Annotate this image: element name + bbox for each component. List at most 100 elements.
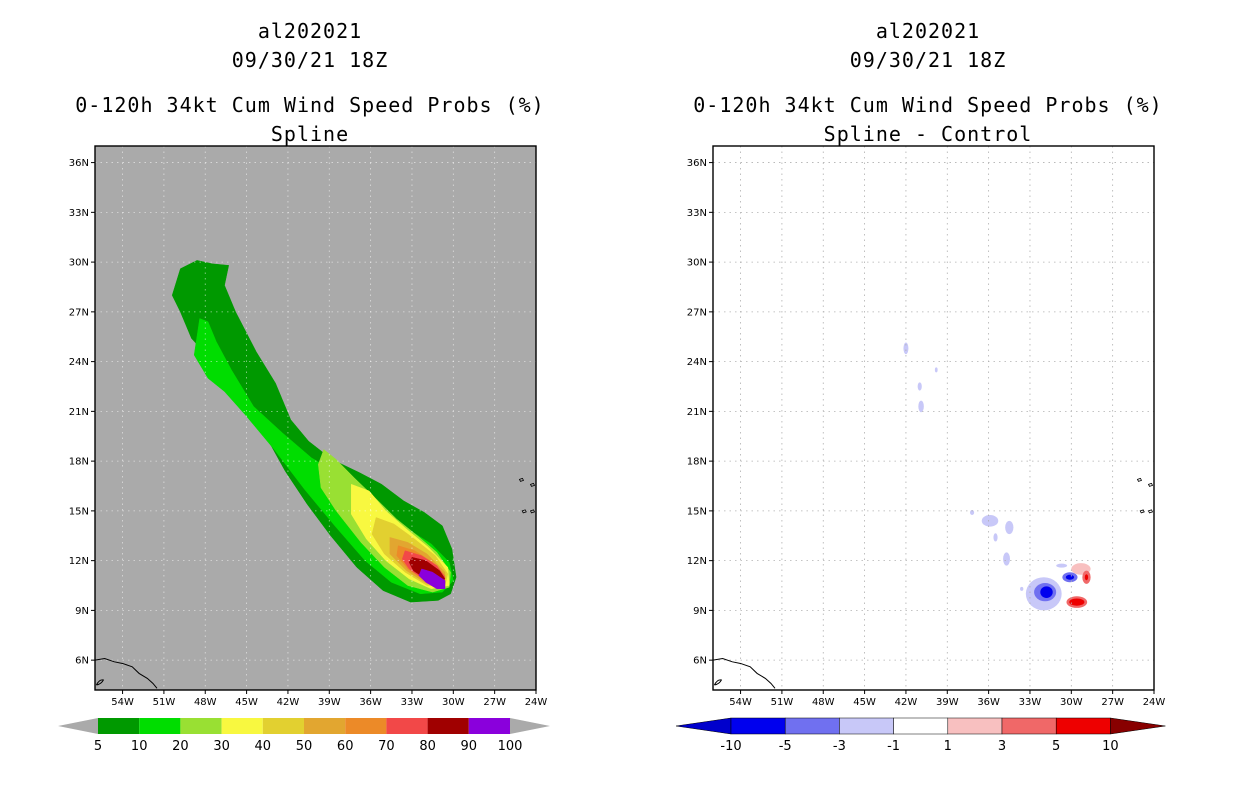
colorbar-label: 10 bbox=[131, 739, 148, 754]
difference-blob bbox=[1005, 520, 1014, 535]
colorbar-label: 1 bbox=[944, 739, 952, 754]
island-outline bbox=[529, 482, 536, 487]
colorbar-label: -3 bbox=[833, 739, 846, 754]
lon-tick-label: 51W bbox=[771, 697, 794, 708]
lat-tick-label: 33N bbox=[687, 208, 707, 219]
lon-tick-label: 30W bbox=[1060, 697, 1083, 708]
lon-tick-label: 45W bbox=[235, 697, 258, 708]
lon-tick-label: 39W bbox=[936, 697, 959, 708]
map-background bbox=[95, 146, 536, 690]
lon-tick-label: 51W bbox=[153, 697, 176, 708]
lat-tick-label: 12N bbox=[69, 556, 89, 567]
colorbar-swatch bbox=[784, 717, 840, 735]
lat-tick-label: 30N bbox=[69, 258, 89, 269]
colorbar-swatch bbox=[304, 718, 346, 734]
lon-tick-label: 33W bbox=[401, 697, 424, 708]
right-panel-title: al202021 09/30/21 18Z 0-120h 34kt Cum Wi… bbox=[678, 17, 1178, 149]
colorbar-swatch bbox=[427, 718, 469, 734]
difference-blob bbox=[970, 510, 975, 516]
lat-tick-label: 36N bbox=[687, 158, 707, 169]
colorbar-label: 20 bbox=[172, 739, 189, 754]
island-outline bbox=[1136, 477, 1143, 482]
lon-tick-label: 30W bbox=[442, 697, 465, 708]
lat-tick-label: 18N bbox=[69, 457, 89, 468]
lat-tick-label: 24N bbox=[687, 357, 707, 368]
difference-blob bbox=[1065, 574, 1075, 580]
difference-blob bbox=[981, 515, 999, 527]
lat-tick-label: 27N bbox=[69, 307, 89, 318]
island-outline bbox=[521, 509, 527, 514]
colorbar-label: 80 bbox=[419, 739, 436, 754]
difference-blob bbox=[1020, 586, 1024, 591]
left-date: 09/30/21 18Z bbox=[231, 48, 389, 72]
lat-tick-label: 9N bbox=[693, 606, 707, 617]
colorbar-label: 70 bbox=[378, 739, 395, 754]
colorbar-swatch bbox=[947, 717, 1003, 735]
island-outline bbox=[529, 509, 536, 514]
colorbar: 5 10 20 30 40 50 60 70 80 90 100 bbox=[58, 718, 550, 754]
right-field-title: 0-120h 34kt Cum Wind Speed Probs (%) bbox=[693, 93, 1163, 117]
difference-blob bbox=[903, 342, 909, 355]
map-panel-left: 54W 51W 48W 45W 42W 39W 36W 33W 30W 27W 24W 36N 33N 3… bbox=[58, 145, 550, 754]
lon-tick-label: 45W bbox=[853, 697, 876, 708]
colorbar-low-arrow bbox=[675, 717, 732, 735]
lon-tick-label: 36W bbox=[977, 697, 1000, 708]
lon-tick-label: 54W bbox=[729, 697, 752, 708]
colorbar-swatch bbox=[730, 717, 786, 735]
colorbar-label: -5 bbox=[779, 739, 792, 754]
colorbar-label: 60 bbox=[337, 739, 354, 754]
difference-blob bbox=[1084, 574, 1089, 581]
colorbar-label: -1 bbox=[887, 739, 900, 754]
left-storm-id: al202021 bbox=[257, 19, 363, 43]
difference-blob bbox=[1056, 563, 1068, 568]
map-content bbox=[95, 146, 536, 690]
colorbar-swatch bbox=[180, 718, 222, 734]
colorbar-swatch bbox=[345, 718, 387, 734]
lon-tick-label: 54W bbox=[111, 697, 134, 708]
map-frame bbox=[94, 145, 537, 691]
lat-tick-label: 24N bbox=[69, 357, 89, 368]
right-method: Spline - Control bbox=[823, 122, 1033, 146]
difference-blob bbox=[918, 400, 924, 413]
colorbar-swatch bbox=[98, 718, 140, 734]
island-outline bbox=[1139, 509, 1145, 514]
colorbar-label: 50 bbox=[296, 739, 313, 754]
colorbar: -10 -5 -3 -1 1 3 5 10 bbox=[675, 717, 1166, 754]
map-frame bbox=[712, 145, 1155, 691]
coastline bbox=[713, 657, 776, 689]
colorbar-low-arrow bbox=[58, 718, 98, 734]
lat-tick-label: 30N bbox=[687, 258, 707, 269]
lat-tick-label: 21N bbox=[69, 407, 89, 418]
colorbar-swatch bbox=[262, 718, 304, 734]
lon-tick-label: 42W bbox=[277, 697, 300, 708]
colorbar-label: 100 bbox=[498, 739, 523, 754]
difference-blob bbox=[1040, 586, 1053, 598]
colorbar-swatch bbox=[1055, 717, 1111, 735]
lon-tick-label: 48W bbox=[812, 697, 835, 708]
colorbar-swatch bbox=[386, 718, 428, 734]
lat-tick-label: 21N bbox=[687, 407, 707, 418]
colorbar-label: 5 bbox=[1052, 739, 1060, 754]
difference-blob bbox=[934, 367, 938, 373]
colorbar-label: 10 bbox=[1102, 739, 1119, 754]
colorbar-swatch bbox=[468, 718, 510, 734]
island-outline bbox=[1147, 509, 1154, 514]
colorbar-swatch bbox=[1001, 717, 1057, 735]
lon-tick-label: 48W bbox=[194, 697, 217, 708]
lon-tick-label: 42W bbox=[895, 697, 918, 708]
right-storm-id: al202021 bbox=[875, 19, 981, 43]
lat-tick-label: 18N bbox=[687, 457, 707, 468]
difference-blob bbox=[993, 533, 998, 542]
map-content bbox=[713, 146, 1154, 690]
island-outline bbox=[518, 477, 525, 482]
colorbar-high-arrow bbox=[1110, 717, 1166, 735]
left-field-title: 0-120h 34kt Cum Wind Speed Probs (%) bbox=[75, 93, 545, 117]
colorbar-label: 3 bbox=[998, 739, 1006, 754]
difference-blob bbox=[1069, 598, 1085, 606]
lon-tick-label: 36W bbox=[359, 697, 382, 708]
colorbar-swatch bbox=[139, 718, 181, 734]
colorbar-swatch bbox=[893, 717, 949, 735]
contour-level-90 bbox=[418, 568, 446, 590]
colorbar-label: 90 bbox=[461, 739, 478, 754]
